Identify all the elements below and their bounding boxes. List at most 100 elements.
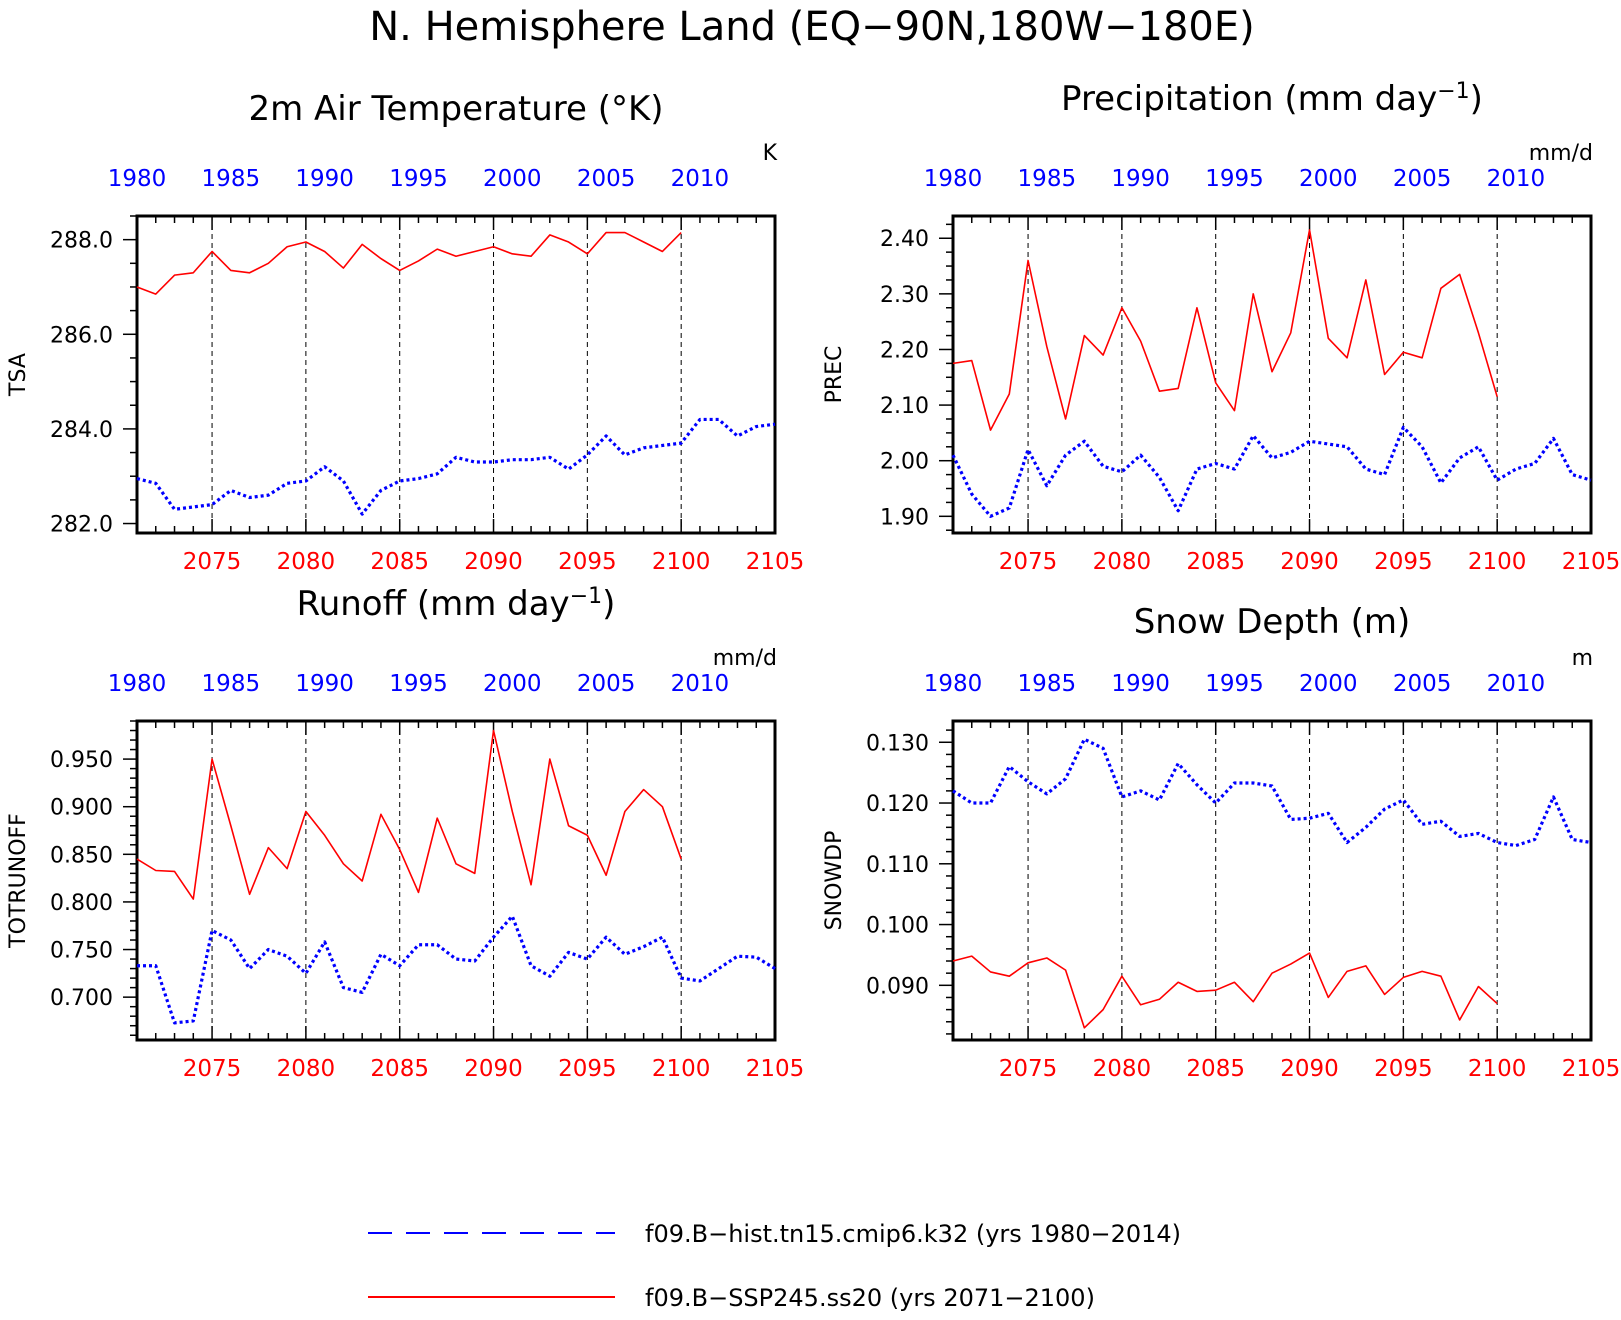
y-tick-label: 2.30 — [880, 283, 929, 308]
x-top-tick-label: 2010 — [671, 166, 730, 192]
x-tick-label: 2095 — [558, 549, 617, 575]
x-tick-label: 2075 — [999, 1056, 1058, 1082]
y-tick-label: 0.100 — [866, 914, 929, 939]
x-top-tick-label: 2010 — [671, 671, 730, 697]
panel-precipitation: Precipitation (mm day−1) mm/d PREC 2075 2080… — [822, 79, 1620, 575]
y-tick-label: 2.00 — [880, 450, 929, 475]
x-top-tick-label: 1980 — [924, 166, 983, 192]
x-tick-label: 2095 — [1374, 1056, 1433, 1082]
y-tick-label: 282.0 — [50, 513, 113, 538]
x-top-tick-label: 2010 — [1487, 166, 1546, 192]
y-tick-label: 0.120 — [866, 792, 929, 817]
x-top-tick-label: 1990 — [1111, 166, 1170, 192]
y-tick-label: 0.950 — [50, 748, 113, 773]
series-line-future — [136, 231, 682, 295]
legend-label-future: f09.B−SSP245.ss20 (yrs 2071−2100) — [645, 1284, 1095, 1312]
legend-label-historical: f09.B−hist.tn15.cmip6.k32 (yrs 1980−2014… — [645, 1220, 1181, 1248]
series-line-future — [136, 729, 682, 900]
series-line-future — [952, 229, 1498, 431]
x-top-tick-label: 1985 — [1018, 166, 1077, 192]
y-tick-label: 288.0 — [50, 229, 113, 254]
plot-frame — [135, 719, 777, 1042]
x-tick-label: 2075 — [999, 549, 1058, 575]
x-top-tick-label: 1985 — [202, 166, 261, 192]
y-tick-label: 0.090 — [866, 974, 929, 999]
panel-runoff: Runoff (mm day−1) mm/d TOTRUNOFF 2075 2080 20… — [6, 584, 804, 1082]
series-line-future — [952, 952, 1498, 1029]
y-tick-label: 0.750 — [50, 939, 113, 964]
x-tick-label: 2085 — [370, 549, 429, 575]
x-tick-label: 2080 — [277, 549, 336, 575]
x-tick-label: 2080 — [1093, 1056, 1152, 1082]
series-line-historical — [136, 417, 776, 516]
y-tick-label: 0.700 — [50, 986, 113, 1011]
plot-frame — [135, 214, 777, 535]
panel-title: Snow Depth (m) — [1134, 602, 1411, 642]
x-tick-label: 2105 — [746, 1056, 805, 1082]
page-title: N. Hemisphere Land (EQ−90N,180W−180E) — [369, 4, 1255, 50]
x-top-tick-label: 1980 — [108, 166, 167, 192]
series-line-historical — [952, 737, 1592, 848]
x-tick-label: 2090 — [464, 549, 523, 575]
x-top-tick-label: 2000 — [483, 166, 542, 192]
x-top-tick-label: 1995 — [389, 671, 448, 697]
x-tick-label: 2095 — [1374, 549, 1433, 575]
x-top-tick-label: 2005 — [1393, 166, 1452, 192]
plot-frame — [951, 214, 1593, 535]
y-tick-label: 284.0 — [50, 418, 113, 443]
units-label: K — [763, 141, 778, 166]
x-tick-label: 2100 — [1468, 549, 1527, 575]
y-axis-label: TSA — [6, 353, 31, 397]
x-tick-label: 2105 — [746, 549, 805, 575]
x-tick-label: 2100 — [652, 549, 711, 575]
x-top-tick-label: 1985 — [202, 671, 261, 697]
legend: f09.B−hist.tn15.cmip6.k32 (yrs 1980−2014… — [368, 1220, 1181, 1312]
panel-snow-depth: Snow Depth (m) m SNOWDP 2075 2080 2085 2090 209… — [822, 602, 1620, 1082]
units-label: mm/d — [1529, 141, 1593, 166]
x-tick-label: 2075 — [183, 549, 242, 575]
x-tick-label: 2080 — [1093, 549, 1152, 575]
x-tick-label: 2095 — [558, 1056, 617, 1082]
x-top-tick-label: 2000 — [1299, 166, 1358, 192]
x-top-tick-label: 1980 — [108, 671, 167, 697]
x-top-tick-label: 2010 — [1487, 671, 1546, 697]
y-tick-label: 1.90 — [880, 505, 929, 530]
y-axis-label: PREC — [822, 346, 847, 404]
x-tick-label: 2100 — [652, 1056, 711, 1082]
units-label: m — [1572, 646, 1593, 671]
y-tick-label: 0.900 — [50, 796, 113, 821]
x-top-tick-label: 2005 — [577, 166, 636, 192]
x-top-tick-label: 2005 — [1393, 671, 1452, 697]
y-tick-label: 0.130 — [866, 731, 929, 756]
x-tick-label: 2075 — [183, 1056, 242, 1082]
y-axis-label: SNOWDP — [822, 831, 847, 931]
y-tick-label: 0.850 — [50, 843, 113, 868]
y-tick-label: 286.0 — [50, 323, 113, 348]
x-top-tick-label: 1990 — [295, 166, 354, 192]
x-top-tick-label: 1995 — [389, 166, 448, 192]
panel-title: 2m Air Temperature (°K) — [248, 89, 663, 129]
series-line-historical — [137, 914, 776, 1025]
units-label: mm/d — [713, 646, 777, 671]
panel-air-temperature: 2m Air Temperature (°K) K TSA 2075 2080 2085 2… — [6, 89, 804, 575]
x-top-tick-label: 1990 — [1111, 671, 1170, 697]
x-top-tick-label: 1990 — [295, 671, 354, 697]
panel-title: Runoff (mm day−1) — [297, 584, 616, 624]
x-top-tick-label: 1995 — [1205, 671, 1264, 697]
x-top-tick-label: 2000 — [483, 671, 542, 697]
y-tick-label: 0.110 — [866, 853, 929, 878]
x-tick-label: 2090 — [464, 1056, 523, 1082]
y-tick-label: 2.10 — [880, 394, 929, 419]
x-tick-label: 2085 — [370, 1056, 429, 1082]
x-tick-label: 2105 — [1562, 1056, 1621, 1082]
y-axis-label: TOTRUNOFF — [6, 813, 31, 949]
x-tick-label: 2090 — [1280, 549, 1339, 575]
x-top-tick-label: 2000 — [1299, 671, 1358, 697]
x-tick-label: 2085 — [1186, 1056, 1245, 1082]
x-top-tick-label: 1995 — [1205, 166, 1264, 192]
x-top-tick-label: 1980 — [924, 671, 983, 697]
series-line-historical — [951, 425, 1592, 518]
y-tick-label: 0.800 — [50, 891, 113, 916]
x-tick-label: 2090 — [1280, 1056, 1339, 1082]
